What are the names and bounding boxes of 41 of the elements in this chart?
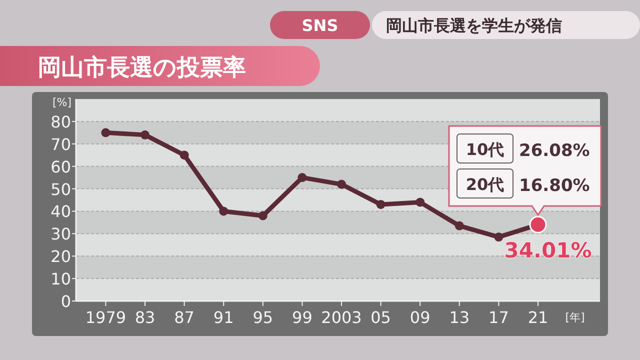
point (140, 130, 150, 140)
annotation: 10代 (466, 140, 504, 159)
x-tick-label: 91 (213, 308, 234, 327)
x-tick-label: 21 (528, 308, 548, 327)
y-tick-label: 70 (50, 134, 71, 154)
x-axis-title: [年] (565, 311, 585, 324)
y-tick-label: 80 (50, 112, 71, 132)
annotation: 16.80% (519, 176, 590, 196)
point (416, 198, 425, 207)
point (101, 128, 110, 138)
subtitle: 岡山市長選を学生が発信 (386, 16, 562, 35)
x-tick-label: 1979 (85, 308, 126, 327)
y-axis-title: [%] (52, 96, 72, 109)
point (454, 221, 464, 230)
x-tick-label: 99 (292, 308, 312, 327)
point (258, 211, 268, 220)
point (180, 150, 189, 160)
annotation: 26.08% (519, 141, 590, 161)
x-tick-label: 83 (134, 308, 156, 327)
annotation: 20代 (466, 175, 504, 194)
x-tick-label: 09 (410, 308, 430, 327)
y-tick-label: 40 (50, 202, 71, 222)
x-tick-label: 87 (174, 308, 194, 327)
x-tick-label: 17 (488, 308, 509, 327)
y-tick-label: 0 (60, 292, 71, 311)
y-tick-label: 10 (50, 270, 71, 289)
point (376, 200, 386, 209)
x-tick-label: 95 (252, 308, 274, 327)
y-tick-label: 30 (50, 224, 71, 244)
x-tick-label: 2003 (321, 308, 362, 327)
x-tick-label: 05 (370, 308, 391, 327)
y-tick-label: 60 (50, 157, 71, 176)
title: 岡山市長選の投票率 (38, 55, 246, 81)
data-label: 34.01% (504, 238, 592, 263)
point (219, 206, 228, 216)
y-tick-label: 50 (50, 180, 71, 199)
point (494, 232, 504, 242)
point (298, 173, 307, 182)
y-tick-label: 20 (50, 247, 71, 266)
point (337, 180, 346, 189)
x-tick-label: 13 (449, 308, 470, 327)
